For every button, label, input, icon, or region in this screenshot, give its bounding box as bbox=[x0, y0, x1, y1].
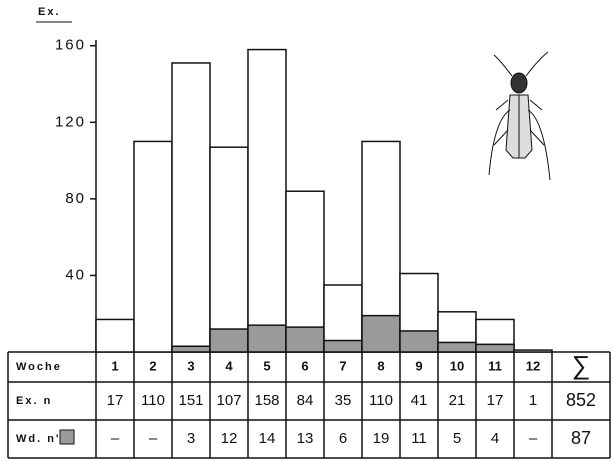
total: 852 bbox=[566, 390, 596, 410]
row-header: Woche bbox=[16, 361, 62, 373]
bar bbox=[475, 343, 515, 353]
table-value: 1 bbox=[529, 392, 537, 409]
table-value: 158 bbox=[254, 392, 279, 409]
table-value: 6 bbox=[339, 430, 347, 447]
bar bbox=[513, 349, 553, 353]
category-label: 7 bbox=[339, 358, 346, 373]
table-value: 5 bbox=[453, 430, 461, 447]
category-label: 9 bbox=[415, 358, 422, 373]
bar bbox=[209, 146, 249, 353]
bar bbox=[95, 318, 135, 353]
table-value: 17 bbox=[107, 392, 124, 409]
bar bbox=[323, 339, 363, 353]
table-value: 17 bbox=[487, 392, 504, 409]
table-value: 13 bbox=[297, 430, 314, 447]
table-value: 14 bbox=[259, 430, 276, 447]
table-value: 84 bbox=[297, 392, 314, 409]
y-axis-label: Ex. bbox=[38, 6, 61, 18]
category-label: 2 bbox=[149, 358, 156, 373]
table-value: 21 bbox=[449, 392, 466, 409]
category-label: 4 bbox=[225, 358, 233, 373]
category-label: 3 bbox=[187, 358, 194, 373]
bar bbox=[171, 345, 211, 353]
table-value: 107 bbox=[216, 392, 241, 409]
total: 87 bbox=[571, 428, 591, 448]
bar bbox=[247, 324, 287, 353]
category-label: 12 bbox=[526, 358, 540, 373]
bar bbox=[133, 140, 173, 353]
y-tick-label: 120 bbox=[55, 113, 86, 130]
y-tick-label: 160 bbox=[55, 37, 86, 54]
table-value: – bbox=[111, 430, 120, 447]
table-value: 11 bbox=[411, 430, 427, 447]
table-value: 4 bbox=[491, 430, 499, 447]
beetle-icon bbox=[488, 51, 551, 181]
category-label: 8 bbox=[377, 358, 384, 373]
y-tick-label: 80 bbox=[65, 190, 86, 207]
bar bbox=[399, 330, 439, 353]
table-value: – bbox=[529, 430, 538, 447]
category-label: 5 bbox=[263, 358, 270, 373]
table-value: 12 bbox=[221, 430, 238, 447]
row-label: Ex. n bbox=[16, 395, 52, 407]
category-label: 6 bbox=[301, 358, 308, 373]
sum-label: ∑ bbox=[572, 350, 591, 380]
bar bbox=[285, 326, 325, 353]
category-label: 1 bbox=[111, 358, 118, 373]
table-value: 110 bbox=[369, 392, 393, 409]
y-tick-label: 40 bbox=[65, 266, 86, 283]
bar bbox=[171, 62, 211, 353]
table-value: 3 bbox=[187, 430, 195, 447]
category-label: 11 bbox=[488, 358, 502, 373]
table-value: 110 bbox=[141, 392, 165, 409]
row-label: Wd. n' bbox=[16, 433, 61, 445]
bar bbox=[437, 341, 477, 353]
table-value: 151 bbox=[178, 392, 203, 409]
table-value: – bbox=[149, 430, 158, 447]
category-label: 10 bbox=[450, 358, 464, 373]
table-value: 35 bbox=[335, 392, 352, 409]
bar bbox=[247, 48, 287, 353]
bar bbox=[285, 190, 325, 353]
table-value: 19 bbox=[373, 430, 390, 447]
legend-swatch bbox=[59, 429, 75, 445]
bar bbox=[209, 328, 249, 353]
table-value: 41 bbox=[411, 392, 428, 409]
bar bbox=[361, 314, 401, 353]
